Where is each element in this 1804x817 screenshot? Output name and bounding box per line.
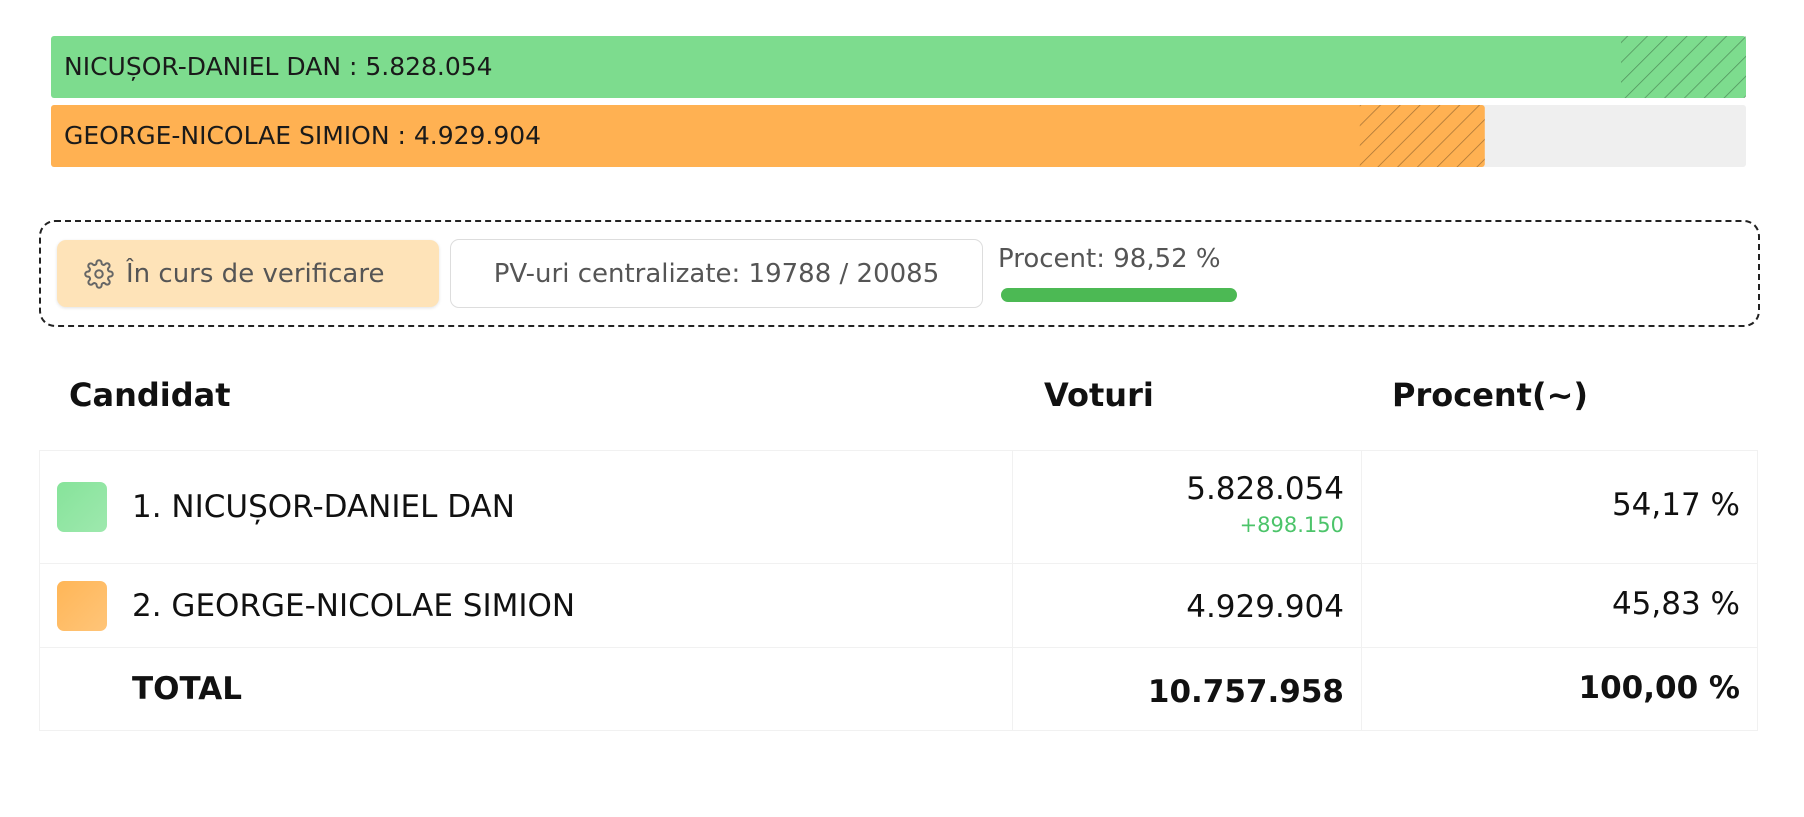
swatch bbox=[57, 482, 107, 532]
vote-bar bbox=[51, 36, 1746, 98]
row: TOTAL 10.757.958 100,00 % bbox=[39, 647, 1758, 731]
row: 1. NICUȘOR-DANIEL DAN 5.828.054 +898.150 … bbox=[39, 450, 1758, 564]
vote-change: +898.150 bbox=[1239, 513, 1344, 537]
total-label: TOTAL bbox=[132, 671, 242, 707]
total-percent: 100,00 % bbox=[1578, 670, 1740, 706]
swatch bbox=[57, 580, 107, 631]
bar-label: GEORGE-NICOLAE SIMION : 4.929.904 bbox=[64, 121, 541, 150]
counted-text: PV-uri centralizate: 19788 / 20085 bbox=[493, 258, 940, 289]
progress-track bbox=[1001, 288, 1241, 302]
percent: 45,83 % bbox=[1611, 586, 1740, 622]
vote-bar bbox=[51, 105, 1485, 167]
votes: 4.929.904 bbox=[1186, 589, 1344, 625]
progress-label: Procent: 98,52 % bbox=[998, 244, 1221, 274]
gear-icon bbox=[84, 258, 114, 289]
results-table: 1. NICUȘOR-DANIEL DAN 5.828.054 +898.150 … bbox=[39, 450, 1758, 731]
header-candidate: Candidat bbox=[69, 376, 231, 414]
candidate-name: 1. NICUȘOR-DANIEL DAN bbox=[132, 489, 515, 525]
total-votes: 10.757.958 bbox=[1147, 674, 1344, 710]
header-percent: Procent(~) bbox=[1392, 376, 1589, 414]
bar-label: NICUȘOR-DANIEL DAN : 5.828.054 bbox=[64, 52, 493, 81]
bar-hatch bbox=[1359, 105, 1485, 167]
bar-hatch bbox=[1621, 36, 1746, 98]
votes: 5.828.054 bbox=[1186, 471, 1344, 507]
header-votes: Voturi bbox=[1044, 376, 1154, 414]
percent: 54,17 % bbox=[1611, 487, 1740, 523]
vote-bars: NICUȘOR-DANIEL DAN : 5.828.054 GEORGE-NIC… bbox=[51, 36, 1746, 167]
progress-fill bbox=[1001, 288, 1238, 302]
counted-chip: PV-uri centralizate: 19788 / 20085 bbox=[450, 239, 983, 308]
status-box: În curs de verificare PV-uri centralizat… bbox=[39, 220, 1760, 327]
status-text: În curs de verificare bbox=[126, 258, 385, 289]
row: 2. GEORGE-NICOLAE SIMION 4.929.904 45,83… bbox=[39, 563, 1758, 648]
candidate-name: 2. GEORGE-NICOLAE SIMION bbox=[132, 587, 576, 624]
status-chip[interactable]: În curs de verificare bbox=[57, 240, 439, 307]
